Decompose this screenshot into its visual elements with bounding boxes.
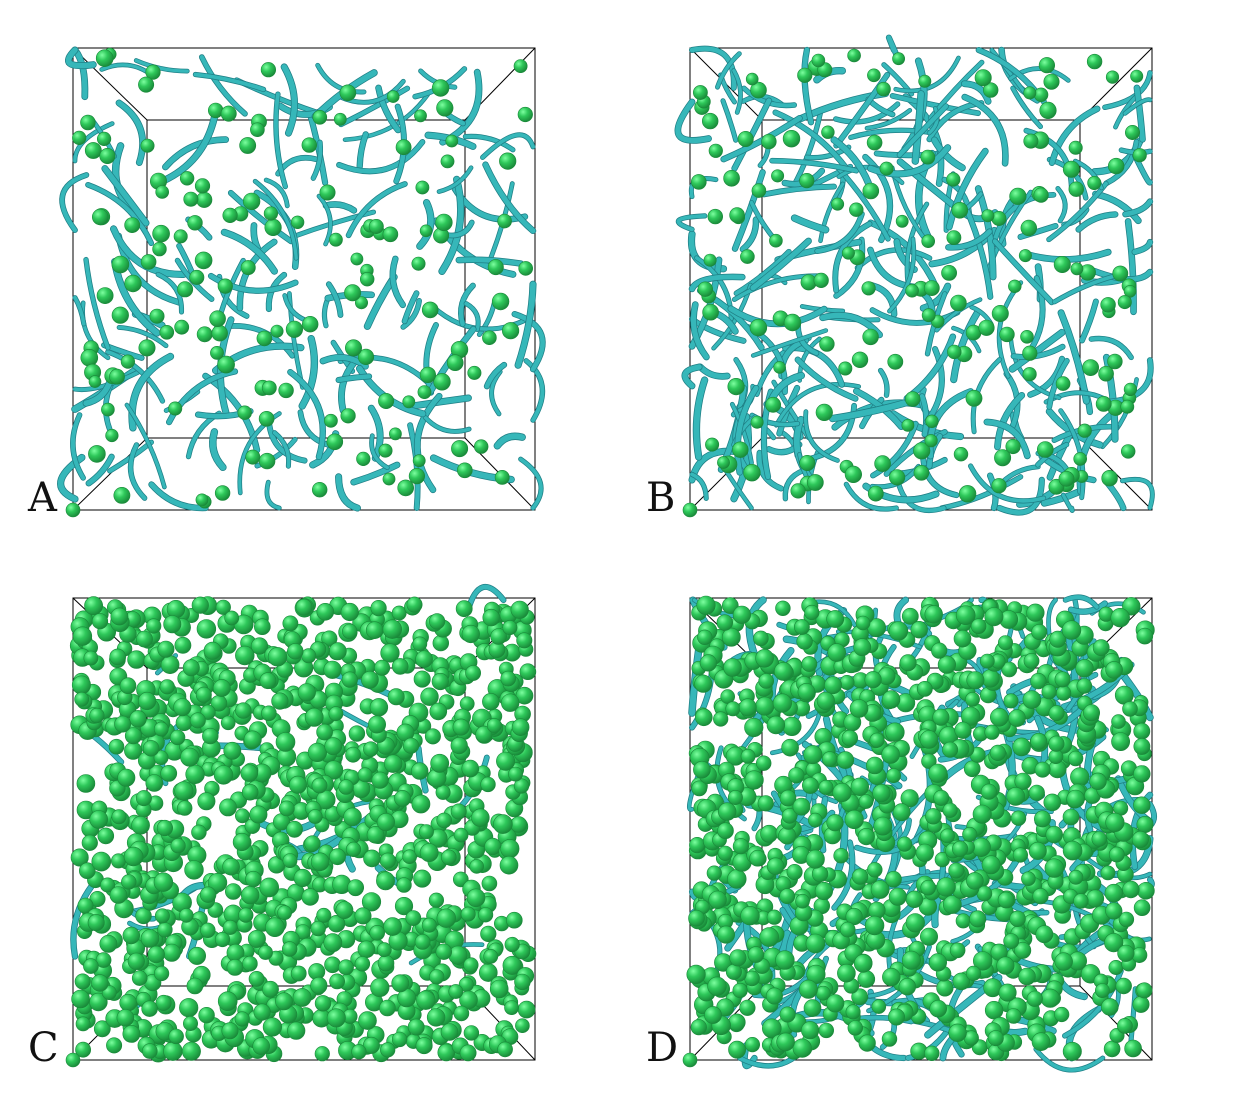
corner-sphere-d	[682, 1052, 698, 1068]
corner-sphere-b	[682, 502, 698, 518]
panel-label-c: C	[28, 1025, 59, 1071]
corner-sphere-a	[65, 502, 81, 518]
panel-label-b: B	[646, 475, 676, 521]
corner-sphere-c	[65, 1052, 81, 1068]
panel-label-a: A	[28, 475, 57, 521]
filaments-a	[57, 46, 546, 512]
spheres-b	[690, 48, 1147, 503]
spheres-a	[72, 47, 534, 509]
panel-label-d: D	[646, 1025, 679, 1071]
spheres-c	[69, 596, 537, 1063]
spheres-d	[686, 595, 1155, 1062]
